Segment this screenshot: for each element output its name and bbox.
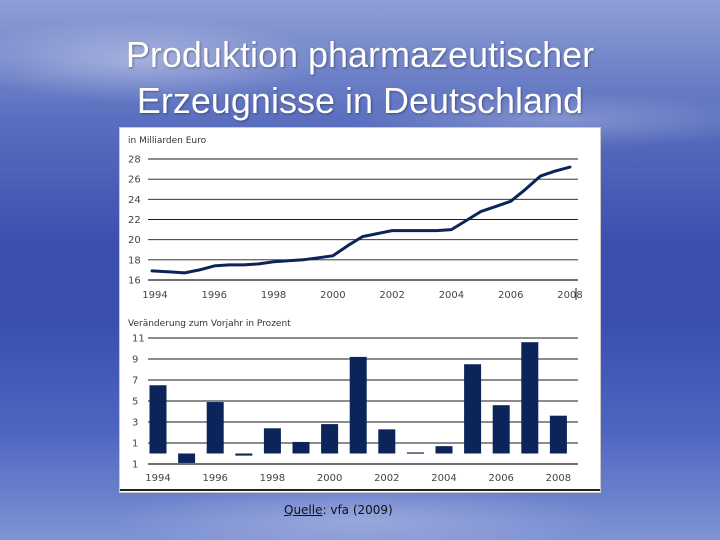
line-chart-ytick: 24 xyxy=(128,195,141,206)
bar-chart-bar xyxy=(435,446,453,454)
line-chart-ytick: 22 xyxy=(128,215,141,226)
line-chart-xtick: 2008 xyxy=(557,290,582,301)
bar-chart-ytick: 7 xyxy=(132,376,138,387)
bar-chart-bar xyxy=(149,385,167,454)
bar-chart-bar xyxy=(464,364,482,454)
line-chart-ytick: 28 xyxy=(128,155,141,166)
bar-chart-ytick: 9 xyxy=(132,355,138,366)
line-chart-xtick: 2004 xyxy=(439,290,464,301)
bar-chart-xtick: 2000 xyxy=(317,473,342,484)
line-chart-ytick: 20 xyxy=(128,235,141,246)
bar-chart-bar xyxy=(378,429,396,454)
bar-chart-ytick: 5 xyxy=(132,397,138,408)
bar-chart-bar xyxy=(549,415,567,454)
bar-chart-xtick: 2008 xyxy=(546,473,571,484)
bar-chart-bar xyxy=(178,453,196,463)
bar-chart-xtick: 1998 xyxy=(260,473,285,484)
source-label[interactable]: Quelle xyxy=(284,503,323,517)
bar-chart-bar xyxy=(521,342,539,454)
line-chart-series-line xyxy=(150,165,572,275)
line-chart-ytick: 26 xyxy=(128,175,141,186)
bar-chart-xtick: 1996 xyxy=(202,473,227,484)
bar-chart-xtick: 2004 xyxy=(431,473,456,484)
chart-svg: in Milliarden Euro 16 18 20 22 24 26 28 1994 1996… xyxy=(120,136,600,491)
bar-chart-xtick: 2006 xyxy=(488,473,513,484)
line-chart-xtick: 1996 xyxy=(202,290,227,301)
line-chart-ytick: 16 xyxy=(128,276,141,287)
line-chart-xtick: 1998 xyxy=(261,290,286,301)
bar-chart-bar xyxy=(349,356,367,454)
title-line-1: Produktion pharmazeutischer xyxy=(125,34,595,75)
bar-chart-bar xyxy=(321,424,339,454)
bar-chart-ytick: 1 xyxy=(132,439,138,450)
line-chart-xtick: 2000 xyxy=(320,290,345,301)
title-line-2: Erzeugnisse in Deutschland xyxy=(136,80,584,121)
slide-title: Produktion pharmazeutischer Erzeugnisse … xyxy=(0,32,720,124)
bar-chart-bar xyxy=(263,428,281,454)
source-note: Quelle: vfa (2009) xyxy=(284,503,393,517)
bar-chart-ytick: 3 xyxy=(132,418,138,429)
line-chart-xtick: 1994 xyxy=(142,290,167,301)
line-chart-xtick: 2002 xyxy=(379,290,404,301)
bar-chart-bar xyxy=(292,441,310,454)
chart-panel: in Milliarden Euro 16 18 20 22 24 26 28 1994 1996… xyxy=(120,128,600,492)
bar-chart-bar xyxy=(206,402,224,454)
bar-chart-xtick: 1994 xyxy=(145,473,170,484)
bar-chart-xtick: 2002 xyxy=(374,473,399,484)
line-chart-xtick: 2006 xyxy=(498,290,523,301)
source-text: : vfa (2009) xyxy=(322,503,393,517)
line-chart-ytick: 18 xyxy=(128,255,141,266)
line-chart-ylabel: in Milliarden Euro xyxy=(128,136,207,146)
bar-chart-bar xyxy=(492,405,510,454)
bar-chart-bar xyxy=(406,452,424,454)
bar-chart-ytick: 1 xyxy=(132,460,138,471)
bar-chart-bar xyxy=(235,453,253,456)
bar-chart-ytick: 11 xyxy=(132,334,145,345)
bar-chart-ylabel: Veränderung zum Vorjahr in Prozent xyxy=(128,319,291,329)
